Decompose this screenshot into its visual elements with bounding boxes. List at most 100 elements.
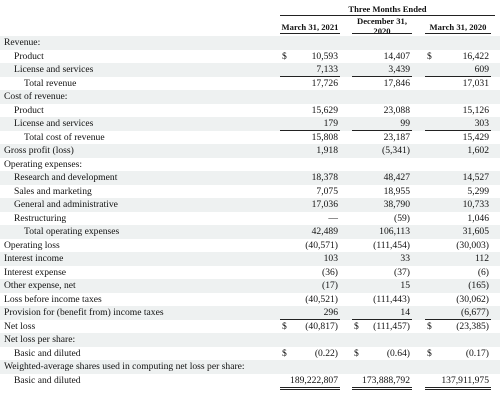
row-label: Research and development — [14, 172, 118, 183]
amount: (40,817) — [305, 320, 338, 332]
amount: 296 — [323, 307, 338, 318]
amount: 17,726 — [311, 77, 338, 89]
amount: (111,443) — [373, 293, 410, 305]
row-label: Total operating expenses — [24, 226, 120, 237]
row-label: License and services — [14, 64, 94, 75]
row-band — [0, 333, 500, 347]
column-header: December 31, 2020 — [357, 16, 407, 36]
amount: (30,003) — [456, 239, 489, 251]
amount: 103 — [323, 253, 338, 264]
row-label: Gross profit (loss) — [4, 145, 74, 156]
amount: 15,808 — [311, 131, 338, 143]
amount: 23,187 — [383, 131, 410, 143]
column-header-rule — [280, 33, 340, 34]
row-label: Net loss — [4, 320, 36, 332]
subtotal-rule — [352, 319, 412, 320]
currency-symbol: $ — [282, 347, 287, 359]
amount: 15,429 — [462, 131, 489, 143]
amount: 48,427 — [383, 172, 410, 183]
row-label: Revenue: — [4, 37, 41, 48]
row-label: Product — [14, 104, 44, 116]
amount: 14,527 — [462, 172, 489, 183]
row-label: General and administrative — [14, 199, 118, 210]
row-band — [0, 63, 500, 77]
row-label: Product — [14, 50, 44, 62]
amount: (0.64) — [386, 347, 410, 359]
row-label: Weighted-average shares used in computin… — [4, 361, 245, 372]
row-label: License and services — [14, 118, 94, 129]
amount: 42,489 — [311, 226, 338, 237]
currency-symbol: $ — [427, 347, 432, 359]
amount: (165) — [468, 280, 489, 291]
currency-symbol: $ — [354, 347, 359, 359]
amount: 33 — [400, 253, 410, 264]
row-label: Operating loss — [4, 239, 60, 251]
amount: 3,439 — [388, 64, 410, 75]
amount: 1,046 — [467, 212, 489, 224]
row-band — [0, 144, 500, 158]
column-header-rule — [425, 33, 491, 34]
row-band — [0, 198, 500, 212]
total-rule — [425, 386, 491, 390]
amount: 14,407 — [383, 50, 410, 62]
row-band — [0, 171, 500, 185]
amount: 31,605 — [462, 226, 489, 237]
amount: 179 — [323, 118, 338, 129]
amount: 14 — [400, 307, 410, 318]
amount: 303 — [474, 118, 489, 129]
subtotal-rule — [425, 319, 491, 320]
amount: 18,378 — [311, 172, 338, 183]
currency-symbol: $ — [282, 50, 287, 62]
column-header: March 31, 2020 — [429, 22, 487, 32]
row-band — [0, 36, 500, 50]
amount: (40,571) — [305, 239, 338, 251]
row-label: Net loss per share: — [4, 334, 76, 345]
currency-symbol: $ — [427, 320, 432, 332]
row-label: Sales and marketing — [14, 185, 92, 197]
amount: 137,911,975 — [441, 374, 489, 386]
amount: 112 — [474, 253, 489, 264]
row-label: Basic and diluted — [14, 374, 81, 386]
amount: 38,790 — [383, 199, 410, 210]
row-label: Total cost of revenue — [24, 131, 105, 143]
row-band — [0, 252, 500, 266]
amount: (111,457) — [373, 320, 410, 332]
currency-symbol: $ — [282, 320, 287, 332]
subtotal-rule — [425, 76, 491, 77]
subtotal-rule — [425, 130, 491, 131]
subtotal-rule — [352, 130, 412, 131]
row-band — [0, 360, 500, 374]
amount: (23,385) — [456, 320, 489, 332]
amount: 106,113 — [379, 226, 410, 237]
amount: 173,888,792 — [362, 374, 410, 386]
column-header: March 31, 2021 — [281, 22, 339, 32]
amount: (6,677) — [461, 307, 489, 318]
amount: 16,422 — [462, 50, 489, 62]
amount: (30,062) — [456, 293, 489, 305]
header-rule — [280, 15, 495, 16]
amount: 15 — [400, 280, 410, 291]
amount: (6) — [477, 266, 489, 278]
amount: 7,075 — [316, 185, 338, 197]
amount: (40,521) — [305, 293, 338, 305]
row-band — [0, 225, 500, 239]
row-label: Cost of revenue: — [4, 91, 68, 102]
amount: 15,126 — [462, 104, 489, 116]
total-rule — [352, 386, 412, 390]
amount: 17,036 — [311, 199, 338, 210]
amount: 10,593 — [311, 50, 338, 62]
amount: 1,602 — [467, 145, 489, 156]
row-band — [0, 279, 500, 293]
row-label: Interest expense — [4, 266, 67, 278]
amount: 17,846 — [383, 77, 410, 89]
subtotal-rule — [352, 76, 412, 77]
amount: 99 — [400, 118, 410, 129]
row-label: Provision for (benefit from) income taxe… — [4, 307, 164, 318]
row-band — [0, 90, 500, 104]
amount: (36) — [322, 266, 338, 278]
row-label: Basic and diluted — [14, 347, 81, 359]
currency-symbol: $ — [354, 320, 359, 332]
subtotal-rule — [280, 319, 340, 320]
amount: 23,088 — [383, 104, 410, 116]
